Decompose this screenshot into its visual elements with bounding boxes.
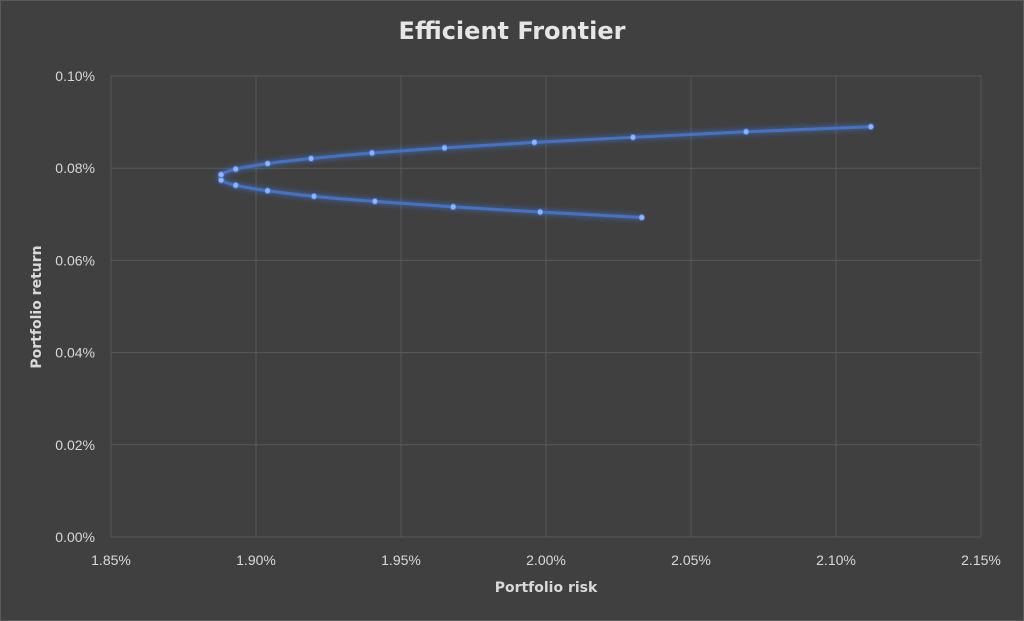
x-tick-label: 2.00% <box>526 552 566 568</box>
x-tick-label: 2.15% <box>961 552 1001 568</box>
data-point <box>307 155 315 163</box>
data-point <box>629 133 637 141</box>
frontier-line <box>217 125 871 220</box>
x-axis-title: Portfolio risk <box>495 580 598 596</box>
y-tick-label: 0.08% <box>55 160 95 176</box>
x-tick-label: 1.85% <box>91 552 131 568</box>
gridlines <box>110 75 982 538</box>
chart-title: Efficient Frontier <box>398 17 626 45</box>
data-point <box>536 208 544 216</box>
data-point <box>441 144 448 152</box>
data-point <box>371 197 379 205</box>
x-tick-label: 1.90% <box>236 552 276 568</box>
y-tick-label: 0.04% <box>55 345 95 361</box>
y-tick-label: 0.02% <box>55 437 95 453</box>
tick-labels: 1.85% 1.90% 1.95% 2.00% 2.05% 2.10% 2.15% 0.00%… <box>55 68 1001 568</box>
data-point <box>310 192 318 200</box>
data-point <box>264 187 272 195</box>
data-point <box>264 160 272 168</box>
data-point <box>742 128 750 136</box>
x-tick-label: 1.95% <box>381 552 421 568</box>
data-point <box>867 123 875 131</box>
data-point <box>638 214 646 222</box>
y-tick-label: 0.06% <box>55 252 95 268</box>
data-point <box>232 165 240 173</box>
data-point <box>217 171 225 179</box>
x-tick-label: 2.05% <box>671 552 711 568</box>
y-tick-label: 0.00% <box>55 529 95 545</box>
x-tick-label: 2.10% <box>816 552 856 568</box>
y-tick-label: 0.10% <box>55 68 95 84</box>
data-point <box>530 138 538 146</box>
data-point <box>232 181 240 189</box>
series <box>217 123 875 222</box>
data-point <box>368 149 376 157</box>
y-axis-title: Portfolio return <box>29 245 45 368</box>
data-point <box>449 203 457 211</box>
